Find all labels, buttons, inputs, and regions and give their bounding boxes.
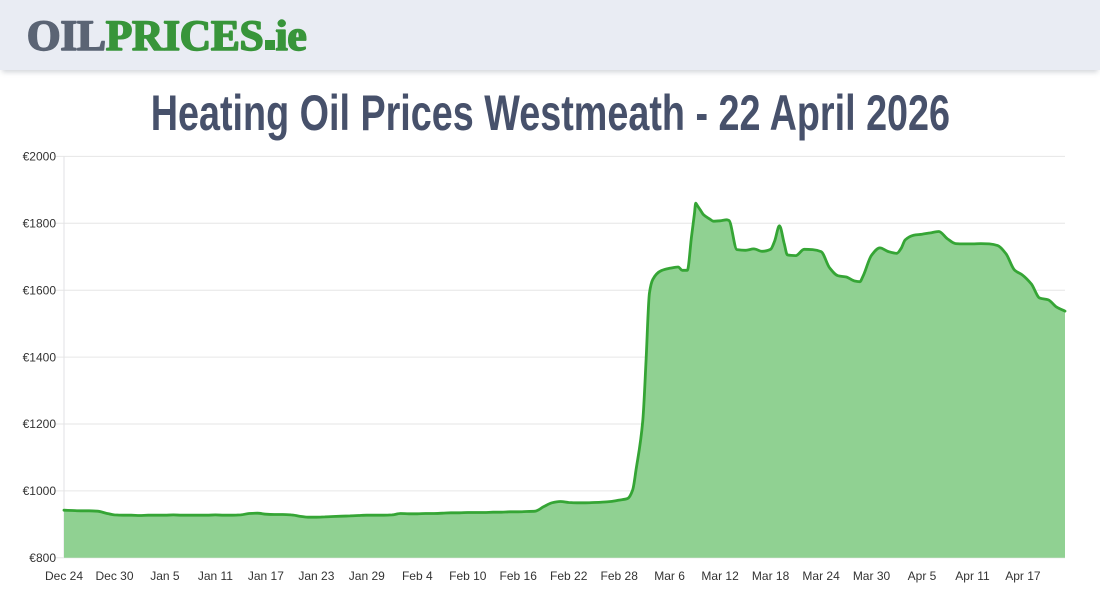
svg-text:€1200: €1200 bbox=[23, 417, 57, 431]
svg-text:Apr 17: Apr 17 bbox=[1005, 569, 1041, 583]
svg-text:Mar 6: Mar 6 bbox=[654, 569, 685, 583]
svg-text:€1600: €1600 bbox=[23, 283, 57, 297]
svg-text:Mar 12: Mar 12 bbox=[701, 569, 739, 583]
svg-text:Mar 24: Mar 24 bbox=[802, 569, 840, 583]
svg-text:Feb 28: Feb 28 bbox=[601, 569, 639, 583]
svg-text:Jan 23: Jan 23 bbox=[298, 569, 334, 583]
svg-text:Jan 29: Jan 29 bbox=[349, 569, 385, 583]
svg-text:Mar 30: Mar 30 bbox=[853, 569, 891, 583]
svg-text:€1800: €1800 bbox=[23, 217, 57, 231]
svg-text:€1000: €1000 bbox=[23, 484, 57, 498]
svg-text:€1400: €1400 bbox=[23, 350, 57, 364]
svg-text:Dec 30: Dec 30 bbox=[95, 569, 133, 583]
svg-text:Jan 17: Jan 17 bbox=[248, 569, 284, 583]
svg-text:Apr 11: Apr 11 bbox=[955, 569, 990, 583]
svg-text:Feb 22: Feb 22 bbox=[550, 569, 588, 583]
svg-text:Feb 16: Feb 16 bbox=[500, 569, 538, 583]
svg-text:€800: €800 bbox=[29, 551, 56, 565]
svg-text:Feb 10: Feb 10 bbox=[449, 569, 487, 583]
svg-text:Dec 24: Dec 24 bbox=[45, 569, 83, 583]
svg-text:€2000: €2000 bbox=[23, 150, 57, 164]
svg-text:Apr 5: Apr 5 bbox=[908, 569, 937, 583]
svg-text:Jan 5: Jan 5 bbox=[150, 569, 180, 583]
svg-text:Jan 11: Jan 11 bbox=[198, 569, 233, 583]
svg-text:Feb 4: Feb 4 bbox=[402, 569, 433, 583]
svg-text:Mar 18: Mar 18 bbox=[752, 569, 790, 583]
